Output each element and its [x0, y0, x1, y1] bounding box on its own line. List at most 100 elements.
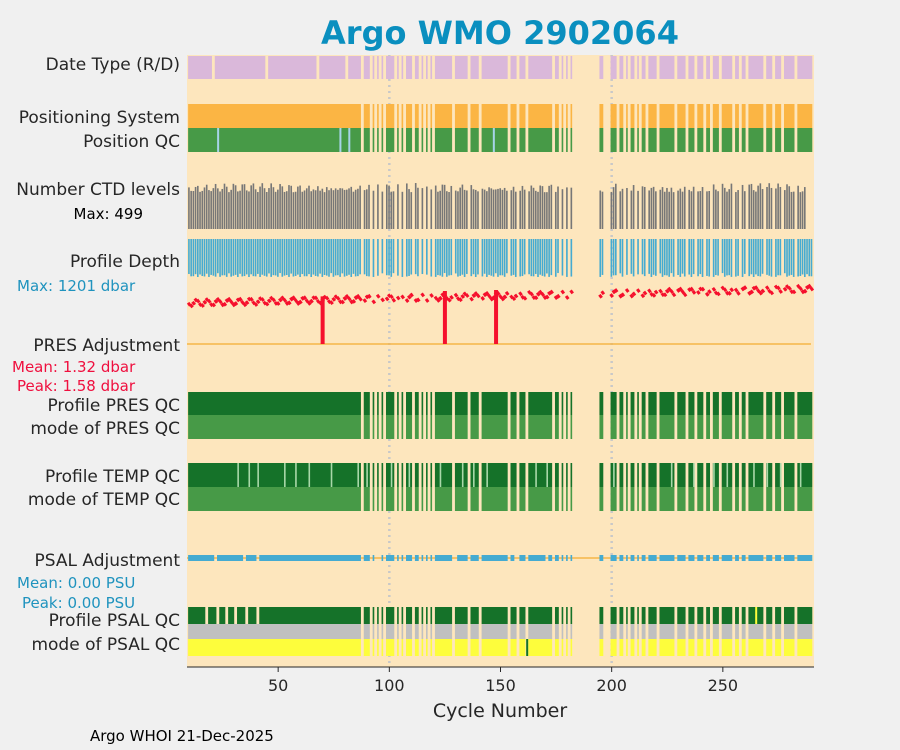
pres-adjustment-point [391, 297, 397, 303]
profile-depth-bar [321, 239, 324, 277]
positioning-system-bar [637, 104, 639, 128]
pres-adjustment-point [375, 293, 381, 299]
profile-depth-bar [528, 239, 530, 275]
row-label-profile-psal-qc: Profile PSAL QC [49, 611, 180, 631]
profile-pres-qc-bar [741, 392, 746, 415]
ctd-levels-bar [439, 190, 441, 229]
ctd-levels-bar [528, 191, 530, 229]
profile-depth-bar [715, 239, 717, 276]
mode-temp-qc-bar [619, 487, 624, 511]
mode-pres-qc-bar [385, 415, 395, 439]
mode-pres-qc-bar [697, 415, 704, 439]
profile-depth-bar [390, 239, 393, 277]
profile-depth-bar [655, 239, 657, 276]
temp-qc-flag [713, 463, 715, 487]
ctd-levels-bar [701, 187, 704, 229]
profile-depth-bar [477, 239, 479, 275]
pres-adjustment-point [482, 292, 488, 298]
psal-adjustment-bar [619, 555, 624, 561]
data-type-bar [348, 56, 361, 79]
profile-depth-bar [777, 239, 779, 276]
mode-temp-qc-bar [430, 487, 433, 511]
profile-depth-bar [303, 239, 306, 277]
ctd-levels-bar [534, 190, 537, 229]
mode-psal-qc-bar [630, 639, 635, 656]
temp-qc-flag [799, 463, 802, 487]
pres-adjustment-point [309, 298, 314, 304]
ctd-levels-bar [497, 188, 499, 229]
ctd-levels-bar [730, 183, 733, 229]
mode-psal-qc-bar [775, 639, 782, 656]
psal-adjustment-bar [434, 555, 453, 561]
ctd-levels-bar [345, 189, 348, 229]
ctd-levels-bar [401, 191, 404, 229]
profile-depth-bar [470, 239, 473, 277]
profile-pres-qc-bar [641, 392, 646, 415]
profile-depth-bar [254, 239, 257, 277]
mode-psal-qc-bar [406, 639, 413, 656]
pres-adjustment-point [244, 300, 250, 306]
pres-adjustment-point [758, 290, 763, 296]
ctd-levels-bar [459, 187, 461, 229]
profile-depth-bar [301, 239, 304, 275]
psal-adjustment-bar [245, 555, 257, 561]
mode-pres-qc-bar [641, 415, 646, 439]
mode-psal-qc-bar [797, 639, 813, 656]
temp-qc-flag [330, 463, 333, 487]
positioning-system-bar [481, 104, 508, 128]
pres-adjustment-point [722, 287, 728, 293]
profile-depth-bar [339, 239, 341, 277]
profile-temp-qc-bar [697, 463, 704, 487]
mode-pres-qc-bar [470, 415, 479, 439]
pres-adjustment-point [275, 301, 281, 306]
profile-depth-bar [241, 239, 244, 277]
position-qc-bar [741, 128, 746, 152]
profile-depth-bar [550, 239, 553, 276]
profile-temp-qc-bar [641, 463, 646, 487]
profile-depth-bar [492, 239, 495, 277]
mode-pres-qc-bar [519, 415, 526, 439]
profile-depth-bar [328, 239, 330, 277]
profile-depth-bar [514, 239, 517, 277]
profile-psal-qc-bar [470, 607, 479, 624]
profile-depth-bar [663, 239, 666, 276]
position-qc-bar [188, 128, 361, 152]
pres-adjustment-point [442, 292, 448, 298]
pres-adjustment-point [238, 296, 243, 302]
mode-psal-qc-bar [421, 639, 424, 656]
x-axis-label: Cycle Number [433, 700, 567, 722]
mode-pres-qc-bar [188, 415, 361, 439]
profile-depth-bar [730, 239, 733, 277]
profile-depth-bar [621, 239, 624, 277]
pres-adjustment-point [271, 297, 277, 303]
psal-qc-gray-bar [363, 624, 370, 639]
pres-adjustment-point [475, 293, 481, 299]
ctd-levels-bar [243, 184, 246, 229]
ctd-levels-bar [303, 190, 306, 229]
psal-qc-gray-bar [783, 624, 795, 639]
mode-psal-qc-bar [434, 639, 453, 656]
mode-pres-qc-bar [528, 415, 553, 439]
pres-adjustment-point [200, 303, 205, 308]
psal-adjustment-bar [610, 555, 617, 561]
mode-temp-qc-bar [648, 487, 657, 511]
mode-pres-qc-bar [626, 415, 628, 439]
profile-depth-bar [801, 239, 804, 275]
profile-pres-qc-bar [421, 392, 424, 415]
pres-adjustment-point [529, 291, 534, 297]
pres-adjustment-point [380, 297, 385, 303]
profile-depth-bar [352, 239, 355, 274]
psal-adjustment-bar [481, 555, 508, 561]
profile-depth-bar [779, 239, 782, 276]
pres-adjustment-point [653, 289, 659, 295]
ctd-levels-bar [199, 191, 201, 229]
profile-pres-qc-bar [372, 392, 375, 415]
profile-depth-bar [441, 239, 444, 277]
pres-adjustment-point [278, 297, 283, 303]
profile-depth-bar [319, 239, 321, 274]
pres-adjustment-point [753, 285, 759, 291]
psal-adjustment-bar [421, 555, 424, 561]
profile-depth-bar [190, 239, 192, 277]
mode-psal-qc-bar [783, 639, 795, 656]
position-qc-bar [397, 128, 399, 152]
